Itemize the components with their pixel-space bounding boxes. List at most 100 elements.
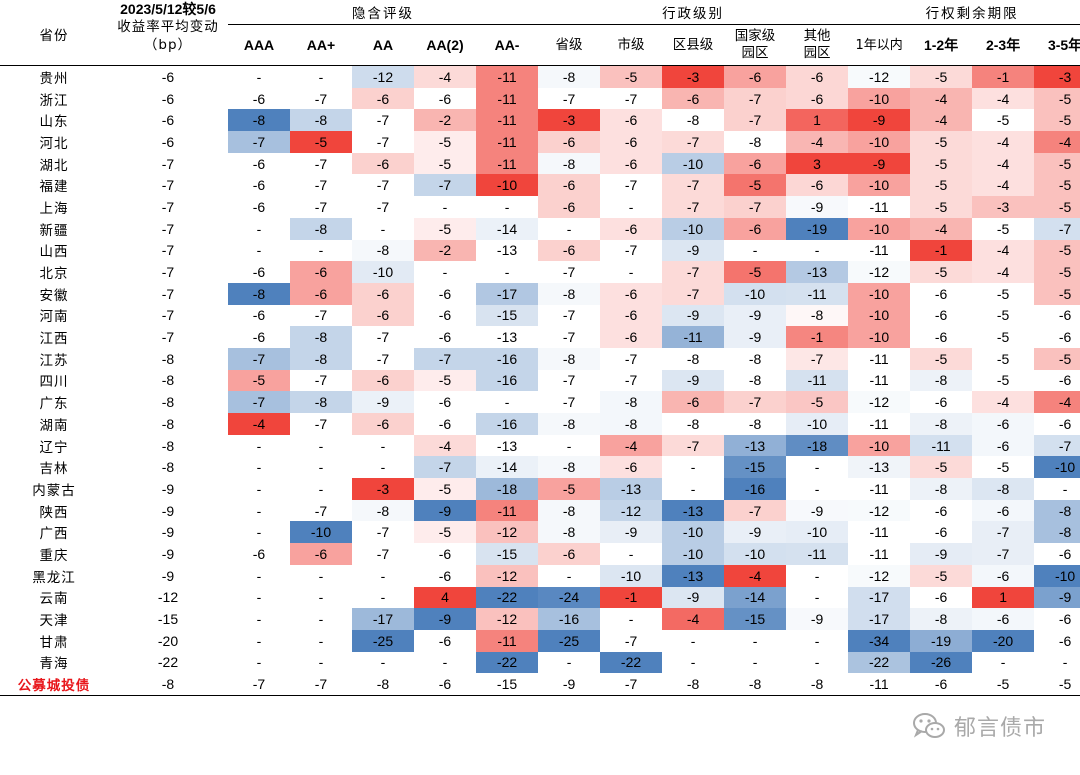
province-cell: 陕西 [39, 504, 69, 521]
heatmap-cell: - [690, 654, 696, 671]
heatmap-cell: -6 [662, 391, 725, 413]
province-cell: 甘肃 [39, 634, 69, 651]
avg-change-cell: -6 [161, 90, 175, 107]
heatmap-cell: -11 [786, 543, 849, 565]
heatmap-cell: -6 [972, 608, 1035, 630]
heatmap-cell: -9 [786, 499, 849, 522]
heatmap-cell: -13 [600, 478, 663, 500]
heatmap-cell: -5 [972, 304, 1035, 327]
heatmap-cell: -10 [1034, 564, 1080, 587]
province-cell: 重庆 [39, 547, 69, 564]
heatmap-cell: -6 [786, 87, 849, 110]
heatmap-cell: -13 [476, 239, 539, 262]
heatmap-cell: -6 [414, 629, 476, 652]
heatmap-cell: -5 [972, 369, 1035, 392]
heatmap-cell: -3 [662, 65, 725, 88]
heatmap-cell: -6 [1034, 543, 1080, 565]
heatmap-cell: -8 [972, 478, 1035, 500]
heatmap-cell: -19 [786, 217, 849, 240]
heatmap-cell: -5 [910, 65, 973, 88]
heatmap-cell: -7 [290, 499, 352, 522]
province-cell: 安徽 [39, 287, 69, 304]
heatmap-cell: - [318, 242, 324, 259]
heatmap-cell: -5 [600, 65, 663, 88]
heatmap-cell: -13 [848, 456, 911, 479]
heatmap-cell: -8 [538, 282, 601, 305]
heatmap-cell: -7 [600, 369, 663, 392]
heatmap-cell: -9 [662, 304, 725, 327]
heatmap-cell: -6 [414, 391, 476, 413]
heatmap-cell: -8 [786, 304, 849, 327]
heatmap-cell: -8 [538, 413, 601, 435]
table-row: 山西 -7- - -8 -2 -13 -6 -7 -9- - -11 -1 -4 -5 [0, 239, 1080, 262]
heatmap-cell: -1 [600, 586, 663, 609]
heatmap-cell: -8 [662, 109, 725, 132]
province-cell: 天津 [39, 613, 69, 630]
avg-change-cell: -8 [161, 394, 175, 411]
heatmap-cell: - [1000, 654, 1006, 671]
heatmap-cell: - [566, 567, 572, 584]
heatmap-cell: -22 [848, 651, 911, 674]
heatmap-cell: -5 [786, 391, 849, 413]
heatmap-cell: -10 [476, 174, 539, 197]
table-row: 贵州 -6- - -12 -4 -11 -8 -5 -3 -6 -6 -12 -5 -1 -3 [0, 65, 1080, 88]
heatmap-cell: -11 [848, 673, 911, 696]
heatmap-cell: - [752, 654, 758, 671]
heatmap-cell: -11 [848, 413, 911, 435]
heatmap-cell: -5 [724, 261, 787, 283]
heatmap-cell: -16 [476, 413, 539, 435]
heatmap-cell: -7 [290, 304, 352, 327]
heatmap-cell: -6 [538, 543, 601, 565]
heatmap-cell: -8 [290, 109, 352, 132]
heatmap-cell: -7 [662, 131, 725, 153]
heatmap-cell: -10 [662, 217, 725, 240]
province-cell: 贵州 [39, 70, 69, 87]
heatmap-cell: -10 [662, 543, 725, 565]
heatmap-cell: -5 [910, 456, 973, 479]
avg-change-cell: -7 [161, 155, 175, 172]
heatmap-cell: -6 [1034, 629, 1080, 652]
heatmap-cell: 4 [414, 586, 476, 609]
heatmap-cell: -7 [228, 673, 290, 696]
table-row: 吉林 -8- - - -7 -14 -8 -6- -15- -13 -5 -5 -10 [0, 456, 1080, 479]
col-header: 1-2年 [910, 24, 973, 66]
heatmap-cell: -6 [414, 673, 476, 696]
heatmap-table: 省份 2023/5/12较5/6 收益率平均变动（bp） 隐含评级 行政级别 行… [0, 0, 1080, 696]
heatmap-cell: -25 [538, 629, 601, 652]
heatmap-cell: -7 [290, 152, 352, 175]
heatmap-cell: -7 [600, 347, 663, 370]
heatmap-cell: -16 [538, 608, 601, 630]
col-header: 2-3年 [972, 24, 1035, 66]
avg-change-cell: -8 [161, 350, 175, 367]
col-header: 市级 [600, 24, 663, 66]
heatmap-cell: - [318, 68, 324, 85]
province-cell: 广东 [39, 396, 69, 413]
heatmap-cell: - [380, 567, 386, 584]
heatmap-cell: -10 [352, 261, 414, 283]
heatmap-cell: -6 [1034, 413, 1080, 435]
heatmap-cell: -7 [352, 543, 414, 565]
heatmap-cell: -4 [972, 391, 1035, 413]
avg-change-cell: -7 [161, 264, 175, 281]
province-cell: 河北 [39, 135, 69, 152]
heatmap-cell: -5 [1034, 673, 1080, 696]
heatmap-cell: -11 [476, 65, 539, 88]
heatmap-cell: -9 [662, 586, 725, 609]
table-row: 辽宁 -8- - - -4 -13- -4 -7 -13 -18 -10 -11 -6 -7 [0, 434, 1080, 457]
heatmap-cell: -8 [724, 131, 787, 153]
heatmap-cell: -8 [228, 282, 290, 305]
table-row: 湖南 -8 -4 -7 -6 -6 -16 -8 -8 -8 -8 -10 -11 -8 -6 -6 [0, 413, 1080, 435]
province-cell: 河南 [39, 309, 69, 326]
heatmap-cell: -7 [290, 413, 352, 435]
heatmap-cell: -10 [848, 174, 911, 197]
heatmap-cell: - [256, 68, 262, 85]
heatmap-cell: -8 [724, 347, 787, 370]
heatmap-cell: -12 [848, 65, 911, 88]
heatmap-cell: -8 [910, 478, 973, 500]
heatmap-cell: -10 [600, 564, 663, 587]
heatmap-cell: -25 [352, 629, 414, 652]
heatmap-cell: -7 [600, 239, 663, 262]
table-row: 重庆 -9 -6 -6 -7 -6 -15 -6- -10 -10 -11 -11 -9 -7 -6 [0, 543, 1080, 565]
heatmap-cell: -8 [290, 347, 352, 370]
avg-change-cell: -7 [161, 177, 175, 194]
